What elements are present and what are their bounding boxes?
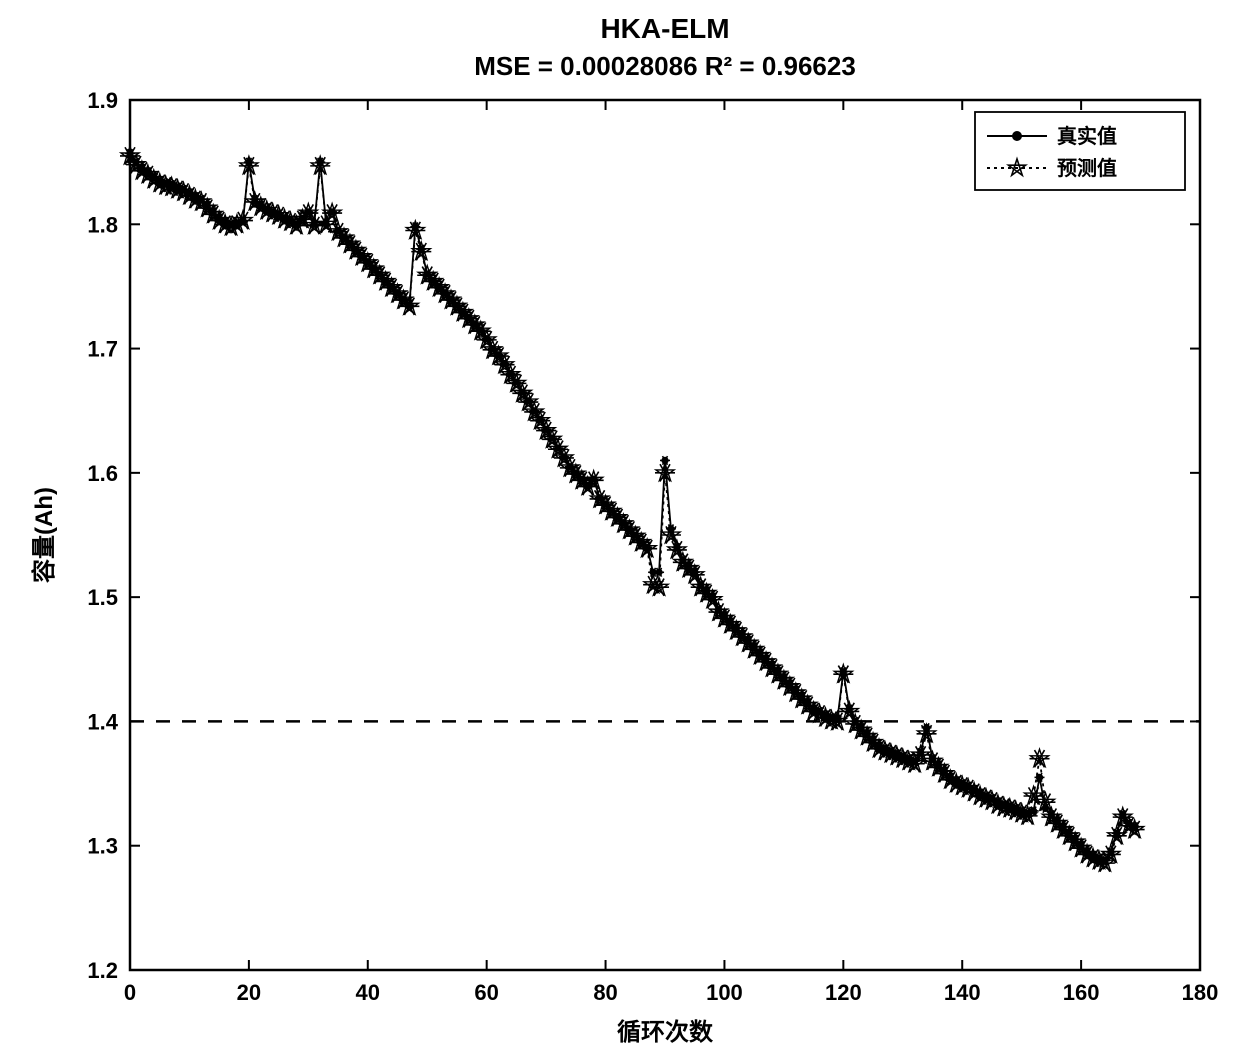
x-tick-label: 120 (825, 980, 862, 1005)
x-tick-label: 140 (944, 980, 981, 1005)
series-line (130, 153, 1135, 860)
chart-title-sub: MSE = 0.00028086 R² = 0.96623 (474, 51, 856, 81)
x-tick-label: 60 (474, 980, 498, 1005)
y-tick-label: 1.6 (87, 461, 118, 486)
y-tick-label: 1.8 (87, 212, 118, 237)
y-tick-label: 1.5 (87, 585, 118, 610)
y-tick-label: 1.9 (87, 88, 118, 113)
x-tick-label: 0 (124, 980, 136, 1005)
legend-marker-real (1012, 131, 1022, 141)
legend-label-pred: 预测值 (1057, 156, 1117, 180)
y-tick-label: 1.4 (87, 709, 118, 734)
y-tick-label: 1.3 (87, 834, 118, 859)
x-tick-label: 20 (237, 980, 261, 1005)
y-axis-label: 容量(Ah) (30, 487, 58, 583)
x-tick-label: 40 (356, 980, 380, 1005)
chart-svg: HKA-ELM MSE = 0.00028086 R² = 0.96623 0 20 4… (0, 0, 1240, 1060)
y-tick-label: 1.2 (87, 958, 118, 983)
x-tick-label: 180 (1182, 980, 1219, 1005)
x-axis-label: 循环次数 (617, 1018, 714, 1046)
y-tick-label: 1.7 (87, 337, 118, 362)
series-line (130, 156, 1135, 863)
x-tick-label: 100 (706, 980, 743, 1005)
x-tick-label: 160 (1063, 980, 1100, 1005)
x-tick-label: 80 (593, 980, 617, 1005)
chart-title-main: HKA-ELM (600, 13, 729, 44)
legend-label-real: 真实值 (1057, 124, 1117, 148)
chart-container: HKA-ELM MSE = 0.00028086 R² = 0.96623 0 20 4… (0, 0, 1240, 1060)
